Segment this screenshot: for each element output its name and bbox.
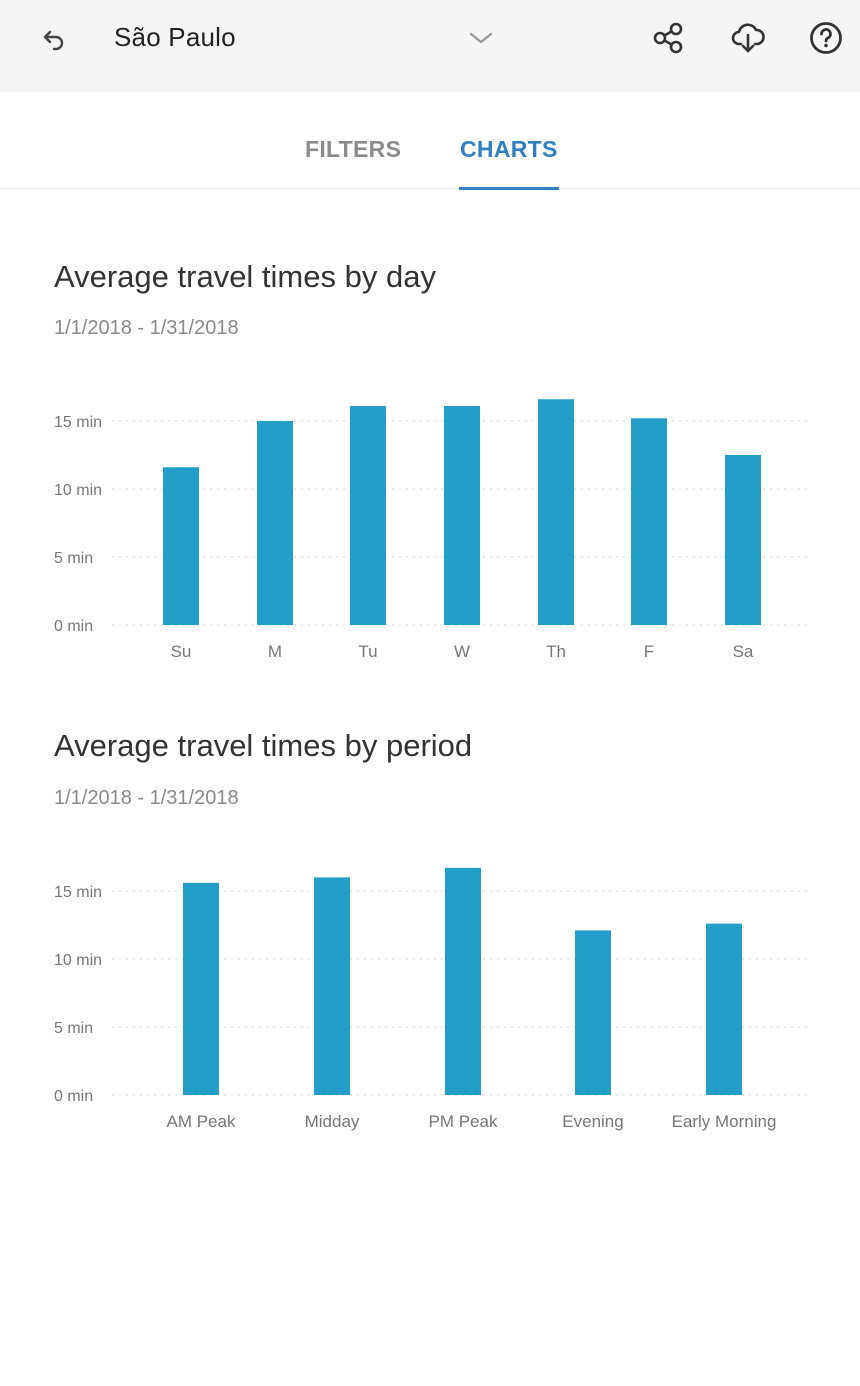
x-category-label: F xyxy=(644,642,654,661)
x-category-label: Sa xyxy=(733,642,754,661)
city-title: São Paulo xyxy=(114,22,236,52)
share-button[interactable] xyxy=(646,18,690,62)
x-category-label: AM Peak xyxy=(167,1112,236,1131)
bar-m[interactable] xyxy=(257,421,293,625)
bar-am-peak[interactable] xyxy=(183,882,219,1095)
tab-bar: FILTERS CHARTS xyxy=(0,92,860,190)
y-tick-label: 0 min xyxy=(54,618,93,635)
download-button[interactable] xyxy=(726,18,770,62)
bar-pm-peak[interactable] xyxy=(445,867,481,1095)
x-category-label: Tu xyxy=(358,642,377,661)
share-icon xyxy=(651,21,685,60)
bar-sa[interactable] xyxy=(725,455,761,625)
x-category-label: Th xyxy=(546,642,566,661)
tab-filters[interactable]: FILTERS xyxy=(305,136,402,162)
y-tick-label: 10 min xyxy=(54,482,102,499)
tab-charts[interactable]: CHARTS xyxy=(460,136,558,162)
bar-su[interactable] xyxy=(163,467,199,625)
y-tick-label: 0 min xyxy=(54,1088,93,1105)
chart-date-range-by-period: 1/1/2018 - 1/31/2018 xyxy=(54,787,239,809)
bar-f[interactable] xyxy=(631,418,667,625)
bar-tu[interactable] xyxy=(350,406,386,625)
x-category-label: W xyxy=(454,642,470,661)
help-icon xyxy=(808,20,844,61)
bar-w[interactable] xyxy=(444,406,480,625)
y-tick-label: 10 min xyxy=(54,952,102,969)
undo-icon xyxy=(40,24,68,57)
cloud-download-icon xyxy=(730,20,766,61)
chart-title-by-day: Average travel times by day xyxy=(54,259,436,294)
chevron-down-icon xyxy=(467,24,495,57)
undo-button[interactable] xyxy=(32,18,76,62)
x-category-label: Midday xyxy=(305,1112,360,1131)
chart-title-by-period: Average travel times by period xyxy=(54,728,473,763)
x-category-label: M xyxy=(268,642,282,661)
x-category-label: Su xyxy=(171,642,192,661)
bar-early-morning[interactable] xyxy=(706,923,742,1095)
y-tick-label: 5 min xyxy=(54,1020,93,1037)
city-dropdown-button[interactable] xyxy=(459,18,503,62)
help-button[interactable] xyxy=(804,18,848,62)
top-bar: São Paulo xyxy=(0,0,860,92)
chart-date-range-by-day: 1/1/2018 - 1/31/2018 xyxy=(54,317,239,339)
bar-chart-by-period: 0 min 5 min 10 min 15 min AM Peak Midday PM Pe… xyxy=(54,867,808,1131)
x-category-label: Early Morning xyxy=(672,1112,777,1131)
y-tick-label: 15 min xyxy=(54,884,102,901)
x-category-label: PM Peak xyxy=(429,1112,498,1131)
y-tick-label: 5 min xyxy=(54,550,93,567)
bar-chart-by-day: 0 min 5 min 10 min 15 min Su M Tu W Th F Sa xyxy=(54,399,808,661)
bar-evening[interactable] xyxy=(575,930,611,1095)
active-tab-indicator xyxy=(459,187,559,190)
y-tick-label: 15 min xyxy=(54,414,102,431)
bar-th[interactable] xyxy=(538,399,574,625)
bar-midday[interactable] xyxy=(314,877,350,1095)
x-category-label: Evening xyxy=(562,1112,623,1131)
